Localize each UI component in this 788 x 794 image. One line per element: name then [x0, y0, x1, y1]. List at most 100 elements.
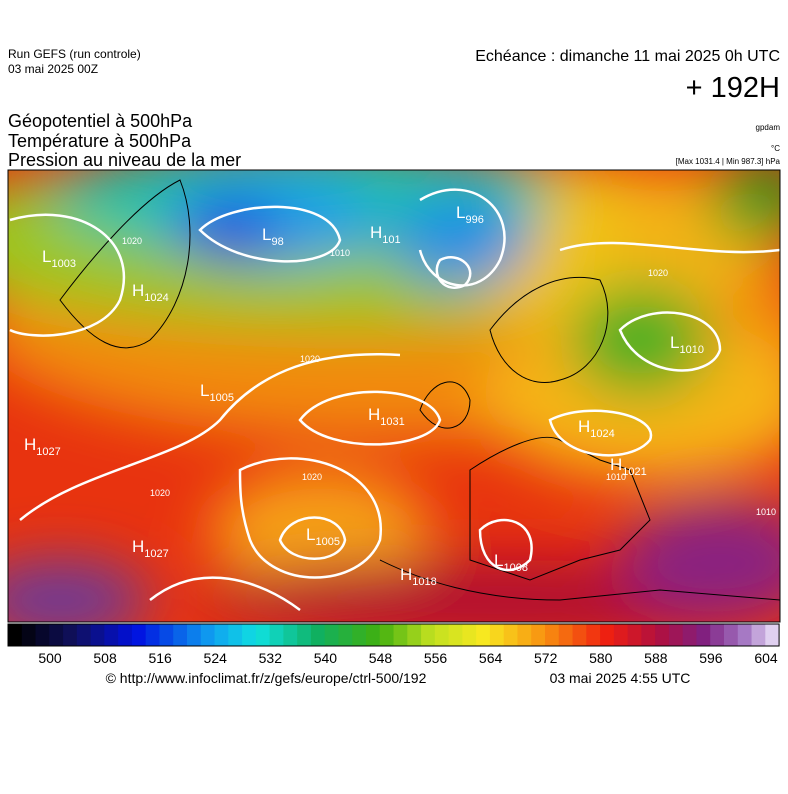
colorbar-swatch: [517, 624, 532, 646]
colorbar-swatch: [214, 624, 229, 646]
colorbar-swatch: [586, 624, 601, 646]
colorbar-label: 524: [204, 650, 228, 666]
colorbar-label: 572: [534, 650, 558, 666]
colorbar-swatch: [572, 624, 587, 646]
colorbar-swatch: [366, 624, 381, 646]
center-letter: H: [132, 281, 144, 300]
colorbar-swatch: [489, 624, 505, 646]
center-value: 1018: [412, 576, 436, 588]
colorbar-swatch: [558, 624, 574, 646]
colorbar-swatch: [118, 624, 133, 646]
timestamp: 03 mai 2025 4:55 UTC: [550, 670, 691, 686]
colorbar-label: 564: [479, 650, 503, 666]
center-letter: H: [368, 405, 380, 424]
colorbar-swatch: [379, 624, 395, 646]
colorbar-swatch: [269, 624, 284, 646]
pressure-center: H1027: [132, 537, 169, 560]
center-letter: L: [262, 225, 271, 244]
colorbar-swatch: [63, 624, 78, 646]
colorbar-swatch: [131, 624, 147, 646]
colorbar-label: 540: [314, 650, 338, 666]
isobar-label: 1010: [756, 507, 776, 517]
pressure-center: H1027: [24, 435, 61, 458]
pressure-center: H1024: [578, 417, 615, 440]
pressure-center: L1003: [42, 247, 76, 270]
colorbar-swatch: [90, 624, 105, 646]
center-letter: L: [494, 551, 503, 570]
isobar-label: 1020: [302, 472, 322, 482]
pressure-center: H1024: [132, 281, 169, 304]
colorbar-swatch: [600, 624, 615, 646]
center-value: 1005: [315, 536, 339, 548]
center-letter: L: [42, 247, 51, 266]
colorbar-swatch: [393, 624, 408, 646]
colorbar-swatch: [710, 624, 725, 646]
colorbar-swatch: [228, 624, 243, 646]
colorbar-swatch: [159, 624, 174, 646]
pressure-center: L1005: [306, 525, 340, 548]
isobar-label: 1020: [122, 236, 142, 246]
colorbar-swatch: [242, 624, 257, 646]
colorbar-swatch: [448, 624, 463, 646]
center-value: 1027: [144, 548, 168, 560]
isobar-label: 1010: [606, 472, 626, 482]
colorbar-swatch: [421, 624, 436, 646]
colorbar-swatch: [35, 624, 50, 646]
center-letter: L: [670, 333, 679, 352]
center-value: 98: [271, 236, 283, 248]
pressure-center: H101: [370, 223, 401, 246]
unit: gpdam: [756, 123, 781, 132]
colorbar-swatch: [187, 624, 202, 646]
colorbar-label: 556: [424, 650, 448, 666]
colorbar-swatch: [434, 624, 450, 646]
colorbar-label: 516: [148, 650, 172, 666]
colorbar-swatch: [324, 624, 339, 646]
colorbar-swatch: [145, 624, 160, 646]
center-letter: H: [370, 223, 382, 242]
colorbar-swatch: [462, 624, 477, 646]
colorbar-swatch: [682, 624, 697, 646]
colorbar-swatch: [297, 624, 312, 646]
pressure-center: L1005: [200, 381, 234, 404]
center-letter: L: [306, 525, 315, 544]
center-value: 1008: [503, 562, 527, 574]
run-date: 03 mai 2025 00Z: [8, 62, 98, 76]
center-letter: L: [200, 381, 209, 400]
colorbar-swatch: [627, 624, 642, 646]
center-value: 1021: [622, 466, 646, 478]
center-letter: H: [400, 565, 412, 584]
center-value: 1031: [380, 416, 404, 428]
colorbar-swatch: [613, 624, 629, 646]
pressure-center: H1021: [610, 455, 647, 478]
colorbar-swatch: [338, 624, 353, 646]
colorbar-swatch: [255, 624, 271, 646]
colorbar-swatch: [200, 624, 216, 646]
colorbar-label: 508: [93, 650, 117, 666]
center-letter: H: [132, 537, 144, 556]
center-value: 1010: [679, 344, 703, 356]
colorbar-swatch: [283, 624, 298, 646]
pressure-center: L1008: [494, 551, 528, 574]
colorbar-label: 588: [644, 650, 668, 666]
title: Température à 500hPa: [8, 131, 192, 151]
colorbar-swatch: [173, 624, 188, 646]
colorbar-swatch: [407, 624, 422, 646]
run-label: Run GEFS (run controle): [8, 47, 141, 61]
colorbar-label: 580: [589, 650, 613, 666]
center-letter: H: [578, 417, 590, 436]
center-letter: L: [456, 203, 465, 222]
colorbar-frame: [7, 623, 780, 647]
colorbar-swatch: [751, 624, 766, 646]
center-value: 1005: [209, 392, 233, 404]
pressure-center: H1018: [400, 565, 437, 588]
colorbar-swatch: [21, 624, 37, 646]
center-letter: H: [610, 455, 622, 474]
pressure-center: L98: [262, 225, 284, 248]
colorbar-swatch: [352, 624, 367, 646]
colorbar-swatch: [8, 624, 23, 646]
isobar-label: 1020: [300, 354, 320, 364]
map-frame: [7, 169, 781, 623]
pressure-center: L996: [456, 203, 484, 226]
